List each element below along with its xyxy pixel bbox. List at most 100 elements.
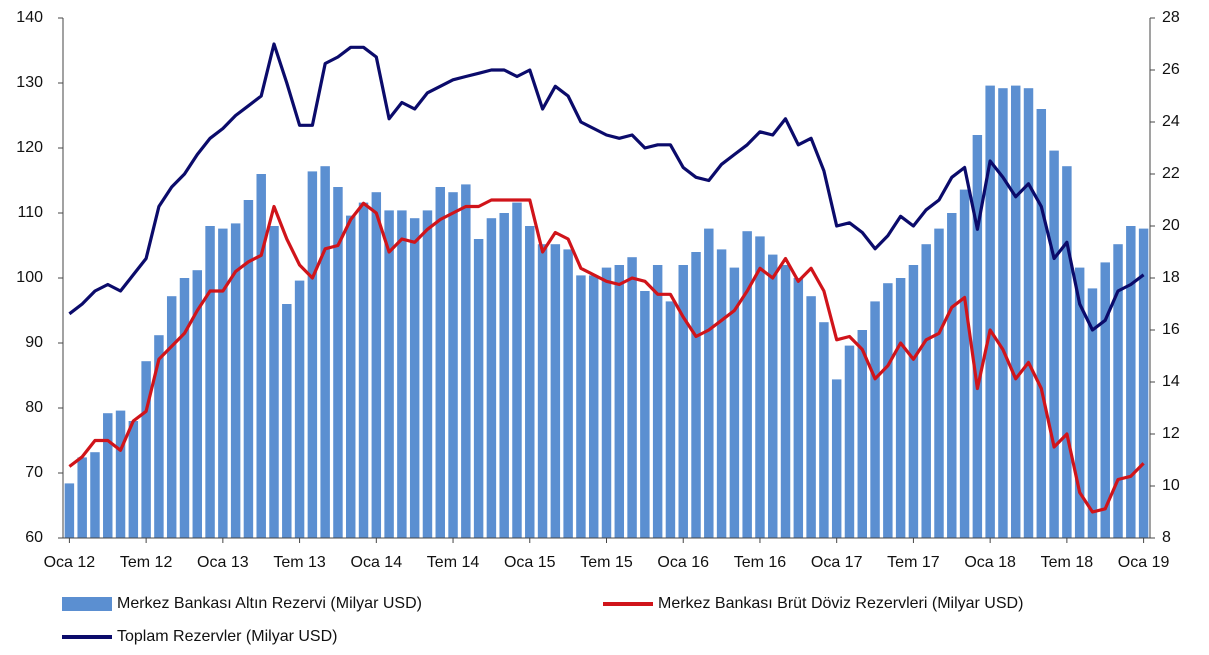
y2-tick-label: 12 <box>1162 425 1180 442</box>
y2-tick-label: 18 <box>1162 269 1180 286</box>
bar <box>588 275 599 538</box>
bar <box>614 265 625 538</box>
line <box>68 198 1145 514</box>
y2-tick-label: 8 <box>1162 529 1171 546</box>
bar <box>294 280 305 538</box>
x-tick-label: Oca 19 <box>1118 554 1170 571</box>
bar <box>346 215 356 538</box>
bar <box>307 171 318 538</box>
bar <box>128 421 139 538</box>
y-tick-label: 130 <box>16 74 43 91</box>
y-tick-label: 60 <box>25 529 43 546</box>
bar <box>1062 166 1072 538</box>
bar <box>691 252 701 538</box>
bar <box>755 236 765 538</box>
x-tick-label: Oca 14 <box>351 554 403 571</box>
bar <box>601 267 612 538</box>
bar <box>870 301 880 538</box>
x-tick-label: Oca 18 <box>964 554 1016 571</box>
bar <box>1126 226 1136 538</box>
bar <box>716 249 727 538</box>
bar <box>448 192 458 538</box>
bar <box>947 213 957 538</box>
bar <box>397 210 407 538</box>
y-tick-label: 140 <box>16 9 43 26</box>
x-tick-label: Tem 17 <box>887 554 940 571</box>
bar <box>333 187 343 538</box>
bar <box>525 226 535 538</box>
y2-tick-label: 24 <box>1162 113 1180 130</box>
x-tick-label: Oca 13 <box>197 554 249 571</box>
bar <box>1087 288 1098 538</box>
bar <box>844 345 855 538</box>
x-tick-label: Tem 13 <box>273 554 326 571</box>
bar <box>435 187 445 538</box>
bar <box>1023 88 1034 538</box>
bar <box>192 270 203 538</box>
x-tick-label: Tem 16 <box>734 554 787 571</box>
bar <box>998 88 1008 538</box>
bar <box>384 210 394 538</box>
bar <box>704 228 714 538</box>
y2-tick-label: 16 <box>1162 321 1180 338</box>
y-tick-label: 70 <box>25 464 43 481</box>
bar <box>320 166 330 538</box>
x-tick-label: Tem 15 <box>580 554 633 571</box>
y2-tick-label: 28 <box>1162 9 1180 26</box>
bar <box>576 275 586 538</box>
y-tick-label: 100 <box>16 269 43 286</box>
bar <box>1138 228 1149 538</box>
legend-label: Merkez Bankası Brüt Döviz Rezervleri (Mi… <box>658 595 1023 612</box>
y2-tick-label: 14 <box>1162 373 1180 390</box>
bar <box>461 184 471 538</box>
bar <box>959 189 970 538</box>
bar <box>256 174 266 538</box>
bar <box>77 457 87 538</box>
y-tick-label: 110 <box>17 204 43 221</box>
legend-swatch <box>62 597 112 611</box>
bar <box>742 231 752 538</box>
bar <box>780 265 791 538</box>
bar <box>1074 267 1085 538</box>
y-tick-label: 90 <box>25 334 43 351</box>
bar <box>563 249 573 538</box>
y2-tick-label: 26 <box>1162 61 1180 78</box>
bar <box>115 410 126 538</box>
y2-tick-label: 22 <box>1162 165 1180 182</box>
y2-tick-label: 10 <box>1162 477 1180 494</box>
bar <box>857 330 867 538</box>
bar <box>64 483 75 538</box>
bar <box>729 267 740 538</box>
bar <box>409 218 420 538</box>
bar <box>831 379 842 538</box>
bar <box>550 244 561 538</box>
bar <box>1113 244 1123 538</box>
bar <box>282 304 292 538</box>
bar <box>1010 85 1021 538</box>
bar <box>972 135 983 538</box>
bar <box>793 278 804 538</box>
bar <box>179 278 190 538</box>
bar <box>269 226 279 538</box>
x-tick-label: Tem 12 <box>120 554 173 571</box>
x-tick-label: Tem 14 <box>427 554 480 571</box>
bar <box>486 218 497 538</box>
x-tick-label: Oca 12 <box>44 554 96 571</box>
bar <box>819 322 829 538</box>
bar <box>665 301 676 538</box>
bar <box>678 265 688 538</box>
bar <box>1100 262 1110 538</box>
x-tick-label: Oca 15 <box>504 554 556 571</box>
bar <box>90 452 100 538</box>
bar <box>473 239 484 538</box>
bar <box>537 244 548 538</box>
bar <box>652 265 663 538</box>
bar <box>1036 109 1047 538</box>
bar <box>908 265 919 538</box>
bar <box>640 291 650 538</box>
bar <box>934 228 944 538</box>
legend-label: Merkez Bankası Altın Rezervi (Milyar USD… <box>117 595 422 612</box>
bar <box>371 192 382 538</box>
bar <box>768 254 778 538</box>
